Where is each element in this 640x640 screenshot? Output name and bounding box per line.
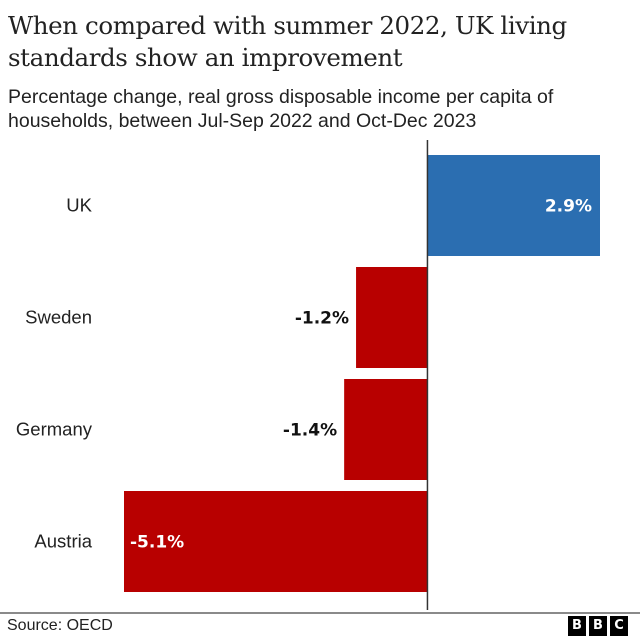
value-label: -5.1% [130,533,184,553]
category-label: Sweden [25,307,92,328]
bbc-logo-letter: C [610,616,628,636]
bar-austria [124,491,428,592]
bbc-logo-letter: B [568,616,586,636]
bar-uk [427,155,600,256]
bbc-logo-letter: B [589,616,607,636]
labels-layer: UK 2.9% Sweden -1.2% Germany -1.4% Austria -5.1… [16,195,592,553]
value-label: -1.4% [283,421,337,441]
source-note: Source: OECD [7,617,113,634]
footer-divider [0,612,640,614]
value-label: -1.2% [295,309,349,329]
value-label: 2.9% [545,197,592,217]
category-label: UK [66,195,92,216]
bar-sweden [356,267,428,368]
chart-subtitle: Percentage change, real gross disposable… [8,86,554,132]
bars-layer [124,155,600,592]
category-label: Austria [34,531,92,552]
bar-germany [344,379,428,480]
bbc-logo: B B C [568,616,628,636]
category-label: Germany [16,419,93,440]
chart-title: When compared with summer 2022, UK livin… [8,11,567,72]
